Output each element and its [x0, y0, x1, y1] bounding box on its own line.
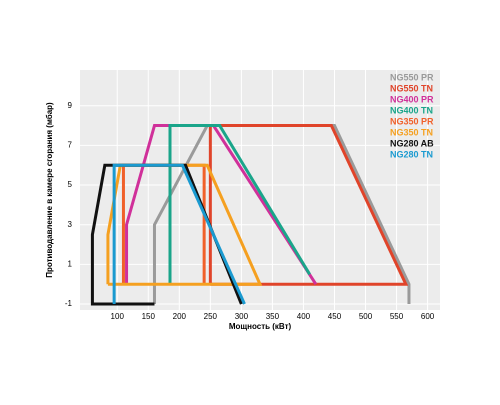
legend-entry: NG350 PR	[390, 116, 434, 126]
legend-entry: NG400 TN	[390, 105, 433, 115]
x-tick-label: 350	[266, 312, 280, 321]
x-axis-label: Мощность (кВт)	[229, 322, 292, 331]
x-tick-label: 150	[142, 312, 156, 321]
x-tick-label: 400	[297, 312, 311, 321]
x-tick-label: 250	[204, 312, 218, 321]
legend-entry: NG550 PR	[390, 72, 434, 82]
x-tick-label: 450	[328, 312, 342, 321]
x-tick-label: 300	[235, 312, 249, 321]
series-line	[208, 124, 409, 286]
y-axis-label: Противодавление в камере сгорания (мбар)	[45, 102, 54, 278]
legend-entry: NG350 TN	[390, 127, 433, 137]
legend-entry: NG280 TN	[390, 149, 433, 159]
x-tick-label: 500	[359, 312, 373, 321]
legend-entry: NG280 AB	[390, 138, 434, 148]
x-tick-label: 600	[421, 312, 435, 321]
legend-entry: NG400 PR	[390, 94, 434, 104]
legend-entry: NG550 TN	[390, 83, 433, 93]
x-tick-label: 100	[111, 312, 125, 321]
series-line	[90, 163, 243, 306]
y-tick-label: 3	[68, 220, 73, 229]
y-tick-label: 1	[68, 259, 73, 268]
y-tick-label: 7	[68, 140, 73, 149]
x-tick-label: 550	[390, 312, 404, 321]
series-line	[112, 163, 246, 305]
series-line	[168, 124, 311, 285]
x-tick-label: 200	[173, 312, 187, 321]
series-line	[125, 124, 318, 286]
y-tick-label: -1	[65, 299, 73, 308]
y-tick-label: 5	[68, 180, 73, 189]
y-tick-label: 9	[68, 101, 73, 110]
